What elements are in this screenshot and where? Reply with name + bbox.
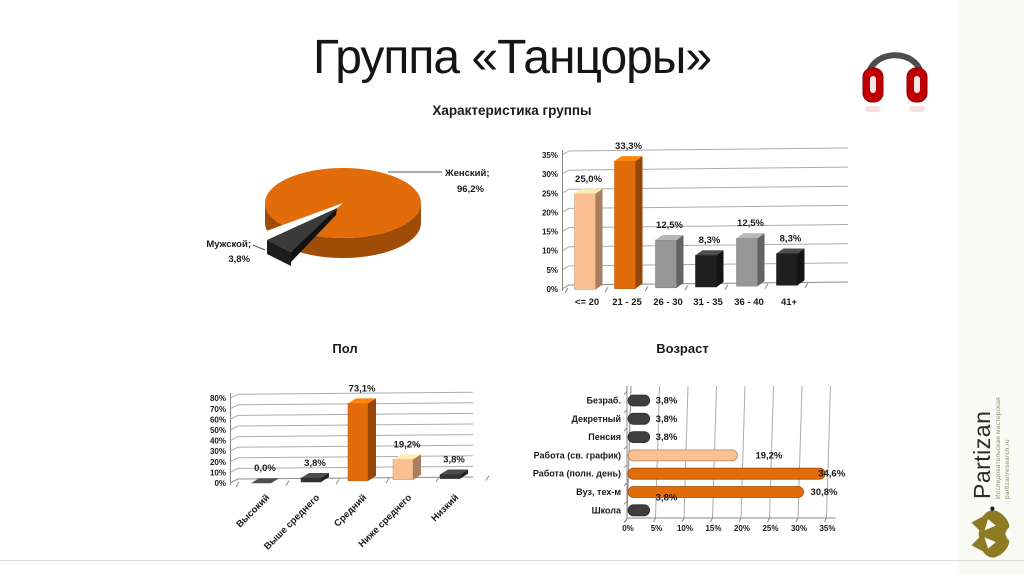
svg-text:34,6%: 34,6% xyxy=(818,469,845,480)
svg-text:15%: 15% xyxy=(705,524,721,533)
svg-text:8,3%: 8,3% xyxy=(780,233,802,244)
svg-text:30%: 30% xyxy=(791,524,807,533)
svg-text:3,8%: 3,8% xyxy=(228,254,250,265)
svg-text:Пенсия: Пенсия xyxy=(588,432,621,442)
svg-text:3,8%: 3,8% xyxy=(656,396,678,407)
caption-age: Возраст xyxy=(656,341,709,356)
partizan-logo: Partizan Исследовательская мастерская pa… xyxy=(960,378,1022,560)
svg-text:21 - 25: 21 - 25 xyxy=(612,297,642,308)
svg-text:3,8%: 3,8% xyxy=(656,492,678,503)
svg-text:25%: 25% xyxy=(762,524,778,533)
svg-text:0,0%: 0,0% xyxy=(254,463,276,474)
svg-text:30%: 30% xyxy=(210,447,226,456)
svg-text:35%: 35% xyxy=(542,151,558,160)
svg-text:60%: 60% xyxy=(210,415,226,424)
svg-text:20%: 20% xyxy=(734,524,750,533)
svg-text:35%: 35% xyxy=(819,524,835,533)
svg-text:31 - 35: 31 - 35 xyxy=(693,297,723,308)
svg-text:Выше среднего: Выше среднего xyxy=(262,492,322,552)
logo-brand: Partizan xyxy=(969,410,995,499)
svg-text:12,5%: 12,5% xyxy=(656,220,683,231)
caption-gender: Пол xyxy=(332,341,358,356)
svg-text:<= 20: <= 20 xyxy=(575,297,599,308)
svg-text:26 - 30: 26 - 30 xyxy=(653,297,683,308)
svg-text:20%: 20% xyxy=(210,458,226,467)
svg-text:15%: 15% xyxy=(542,228,558,237)
svg-text:5%: 5% xyxy=(546,266,558,275)
svg-text:Вуз, тех-м: Вуз, тех-м xyxy=(576,487,621,497)
logo-tagline: Исследовательская мастерская xyxy=(995,397,1002,499)
slide-subtitle: Характеристика группы xyxy=(432,103,592,118)
svg-text:41+: 41+ xyxy=(781,297,798,308)
svg-text:20%: 20% xyxy=(542,208,558,217)
svg-text:Мужской;: Мужской; xyxy=(206,239,251,250)
svg-text:Высокий: Высокий xyxy=(234,492,272,530)
svg-text:73,1%: 73,1% xyxy=(349,383,376,394)
svg-text:19,2%: 19,2% xyxy=(394,439,421,450)
svg-text:3,8%: 3,8% xyxy=(656,432,678,443)
svg-text:Низкий: Низкий xyxy=(429,492,461,524)
svg-text:Работа (св. график): Работа (св. график) xyxy=(534,450,621,460)
svg-text:Декретный: Декретный xyxy=(572,414,621,424)
svg-text:19,2%: 19,2% xyxy=(755,450,782,461)
slide-bottom-edge xyxy=(0,560,1024,561)
svg-text:Школа: Школа xyxy=(592,505,622,515)
svg-text:Безраб.: Безраб. xyxy=(586,396,621,406)
svg-text:30%: 30% xyxy=(542,170,558,179)
partizan-logo-strip: Partizan Исследовательская мастерская pa… xyxy=(957,0,1024,574)
age-bar-chart: 35% 30% 25% 20% 15% 10% 5% 0% 25,0% <= 20 33,3% 21 … xyxy=(542,141,849,308)
svg-text:10%: 10% xyxy=(542,247,558,256)
svg-text:10%: 10% xyxy=(677,524,693,533)
svg-text:70%: 70% xyxy=(210,405,226,414)
svg-text:8,3%: 8,3% xyxy=(699,235,721,246)
svg-text:30,8%: 30,8% xyxy=(811,487,838,498)
svg-text:3,8%: 3,8% xyxy=(304,458,326,469)
employment-bar-chart: 0% 5% 10% 15% 20% 25% 30% 35% Безраб. 3,8% Декретн… xyxy=(533,385,846,533)
svg-text:Женский;: Женский; xyxy=(444,168,490,179)
svg-text:0%: 0% xyxy=(546,285,558,294)
svg-text:33,3%: 33,3% xyxy=(615,141,642,152)
svg-text:25,0%: 25,0% xyxy=(575,174,602,185)
svg-text:0%: 0% xyxy=(214,479,226,488)
svg-text:0%: 0% xyxy=(622,524,634,533)
svg-text:3,8%: 3,8% xyxy=(443,455,465,466)
headphones-icon xyxy=(862,52,928,112)
svg-text:12,5%: 12,5% xyxy=(737,218,764,229)
svg-text:96,2%: 96,2% xyxy=(457,184,484,195)
gender-pie-chart: Женский; 96,2% Мужской; 3,8% xyxy=(206,168,490,266)
svg-text:3,8%: 3,8% xyxy=(656,414,678,425)
svg-text:36 - 40: 36 - 40 xyxy=(734,297,764,308)
svg-text:40%: 40% xyxy=(210,437,226,446)
slide-title: Группа «Танцоры» xyxy=(312,31,712,84)
education-bar-chart: 80% 70%60% 50% 40%30% 20%10% 0% 0,0% Высокий 3,8… xyxy=(210,383,490,552)
svg-text:10%: 10% xyxy=(210,468,226,477)
svg-text:5%: 5% xyxy=(651,524,663,533)
svg-text:Работа (полн. день): Работа (полн. день) xyxy=(533,469,621,479)
svg-text:80%: 80% xyxy=(210,394,226,403)
partizan-mask-icon xyxy=(970,506,1012,558)
svg-text:50%: 50% xyxy=(210,426,226,435)
svg-text:Средний: Средний xyxy=(332,492,369,529)
svg-text:25%: 25% xyxy=(542,189,558,198)
logo-url: partizanresearch.ru xyxy=(1003,439,1011,499)
